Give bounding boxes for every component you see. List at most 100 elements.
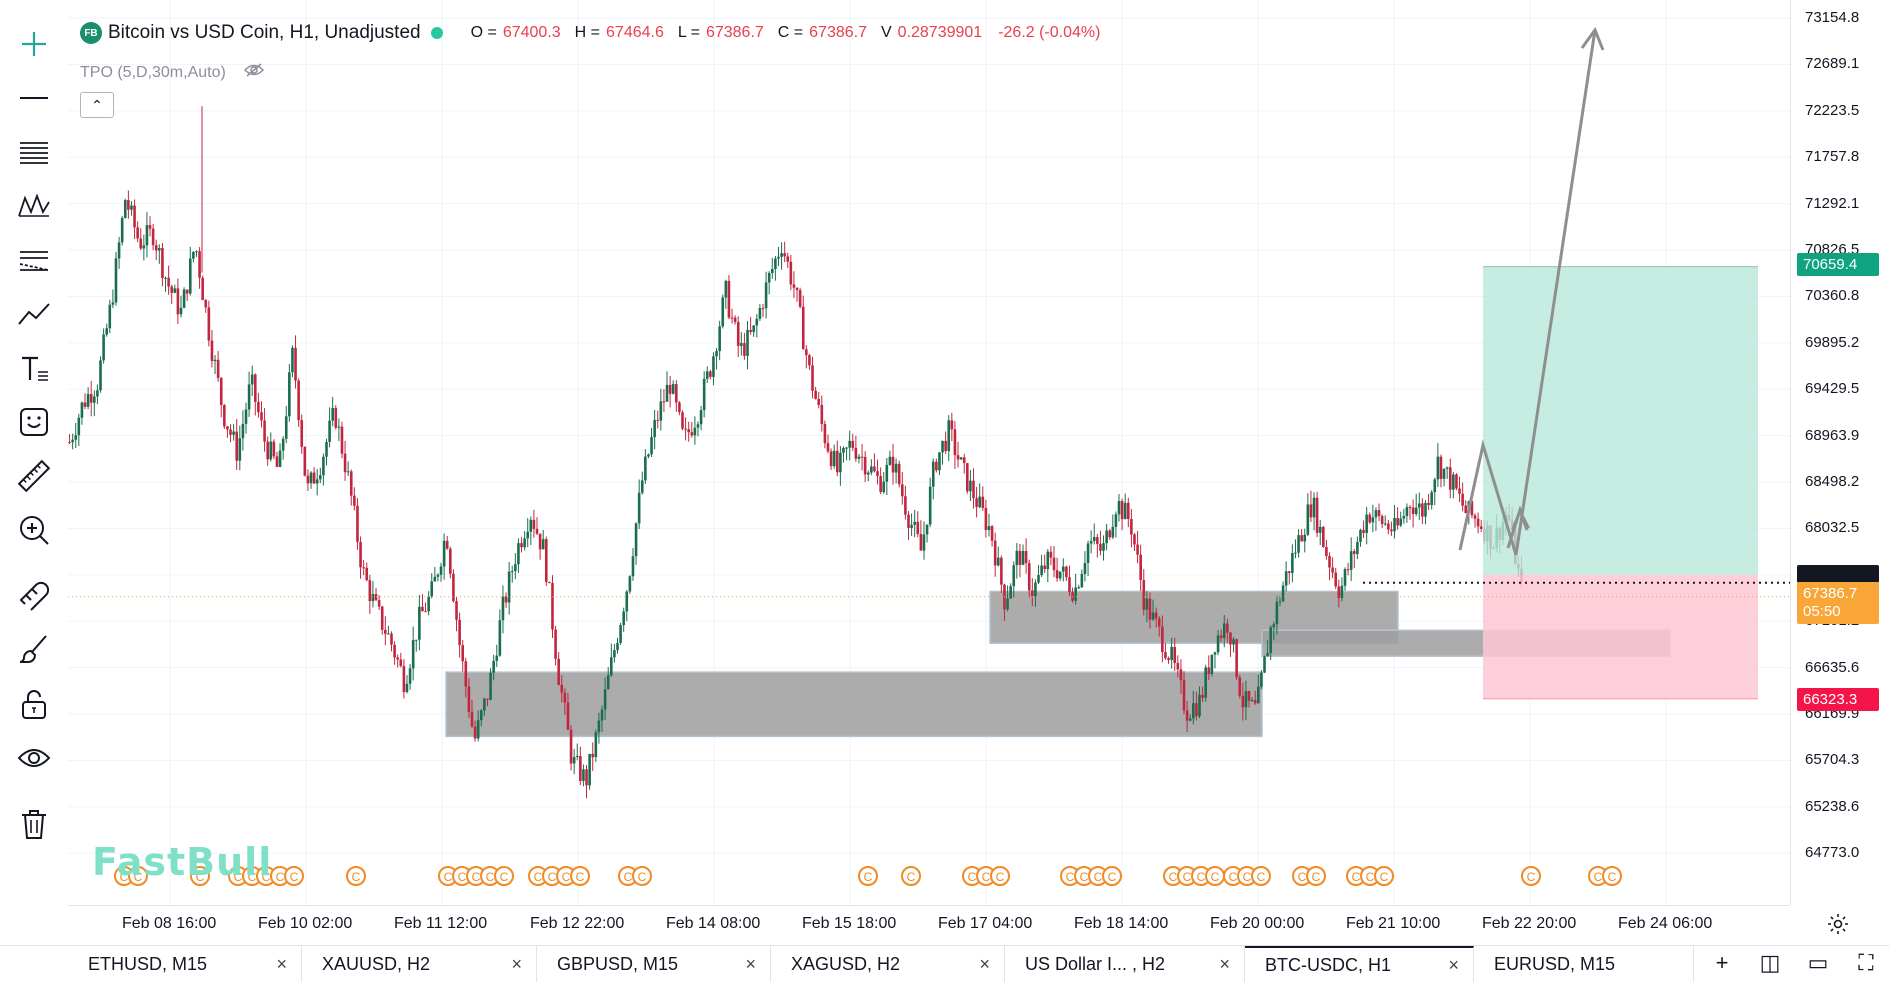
time-axis[interactable]: Feb 08 16:00 Feb 10 02:00 Feb 11 12:00 Feb … [68,905,1790,946]
candle-body [1157,618,1161,627]
tab-close-icon[interactable]: × [1448,954,1459,975]
candle-body [1476,518,1480,527]
candle-body [644,456,647,481]
candle-body [767,272,771,283]
candle-body [1083,563,1087,574]
lock-icon[interactable] [12,682,56,726]
economic-event-marker-label: C [1169,870,1178,884]
candle-body [671,384,675,394]
candle-body [343,453,347,473]
candle-body [668,384,672,394]
candle-body [229,429,232,435]
economic-event-marker-label: C [134,870,143,884]
candle-body [1380,515,1384,525]
tab-close-icon[interactable]: × [979,953,990,974]
candle-body [675,384,678,403]
economic-event-marker [990,866,1010,886]
candle-body [1154,612,1158,619]
candle-body [418,606,421,640]
ruler-icon[interactable] [12,454,56,498]
economic-event-marker-label: C [638,870,647,884]
symbol-tab[interactable]: EURUSD, M15 [1474,946,1694,982]
tab-close-icon[interactable]: × [276,953,287,974]
candle-body [1232,639,1235,645]
crosshair-icon[interactable] [12,22,56,66]
brush-icon[interactable] [12,628,56,672]
candle-body [687,429,690,433]
trash-icon[interactable] [12,802,56,846]
candle-body [842,448,845,453]
indicator-legend[interactable]: TPO (5,D,30m,Auto) [80,62,264,83]
candle-body [1043,565,1047,570]
candle-body [854,447,858,459]
candle-body [433,576,437,582]
collapse-legend-button[interactable]: ⌃ [80,92,114,118]
candle-body [86,393,90,407]
candle-body [402,666,406,693]
zoom-in-icon[interactable] [12,508,56,552]
chart-settings-gear-icon[interactable] [1826,912,1850,941]
layout-icon[interactable]: ◫ [1759,950,1781,975]
candle-body [331,408,334,421]
candle-body [873,466,876,472]
candle-body [1216,635,1220,653]
candle-body [414,639,418,641]
plus-icon[interactable]: + [1715,950,1729,975]
pattern-icon[interactable] [12,184,56,228]
candle-body [1139,554,1142,580]
candle-body [328,420,331,442]
candle-body [210,340,214,362]
symbol-tab[interactable]: US Dollar I... , H2 × [1005,946,1245,982]
candle-body [1458,488,1461,494]
window-icon[interactable]: ▭ [1807,950,1829,975]
text-icon[interactable] [12,346,56,390]
candle-body [1151,612,1155,620]
candle-body [1198,694,1201,717]
tab-close-icon[interactable]: × [1219,953,1230,974]
symbol-title[interactable]: Bitcoin vs USD Coin, H1, Unadjusted [108,22,421,43]
emoji-icon[interactable] [12,400,56,444]
symbol-tab[interactable]: GBPUSD, M15 × [537,946,771,982]
candle-body [170,286,174,293]
candle-body [173,288,177,293]
candle-body [253,374,257,402]
candle-body [715,351,718,357]
fib-lines-icon[interactable] [12,130,56,174]
magnet-icon[interactable] [12,574,56,618]
tab-close-icon[interactable]: × [511,953,522,974]
candle-body [1015,550,1019,566]
eye-icon[interactable] [12,736,56,780]
candle-body [832,450,836,467]
candle-body [1439,456,1443,479]
candle-body [944,440,947,452]
candle-body [192,251,195,259]
indicator-label[interactable]: TPO (5,D,30m,Auto) [80,63,226,81]
symbol-tab[interactable]: ETHUSD, M15 × [68,946,302,982]
candle-body [291,347,294,373]
candle-body [1065,566,1068,578]
trend-line-icon[interactable] [12,292,56,336]
candle-body [575,756,579,758]
symbol-tab[interactable]: XAUUSD, H2 × [302,946,537,982]
tab-close-icon[interactable]: × [745,953,756,974]
candle-body [538,533,542,550]
candle-body [1399,518,1403,526]
candle-body [365,567,369,581]
candle-body [740,343,743,346]
visibility-hidden-icon[interactable] [243,62,264,83]
symbol-tab[interactable]: BTC-USDC, H1 × [1245,946,1474,982]
stop-loss-zone [1483,574,1758,699]
take-profit-zone [1483,266,1758,575]
candle-body [972,480,975,499]
economic-event-marker-label: C [562,870,571,884]
economic-event-marker-label: C [1229,870,1238,884]
candle-body [647,454,650,457]
fullscreen-icon[interactable]: ⛶ [1858,950,1874,975]
price-scale[interactable]: 73154.8 72689.1 72223.5 71757.8 71292.1 70826… [1790,0,1889,905]
parallel-channel-icon[interactable] [12,238,56,282]
symbol-tab[interactable]: XAGUSD, H2 × [771,946,1005,982]
candle-body [1328,556,1331,568]
horizontal-line-icon[interactable] [12,76,56,120]
